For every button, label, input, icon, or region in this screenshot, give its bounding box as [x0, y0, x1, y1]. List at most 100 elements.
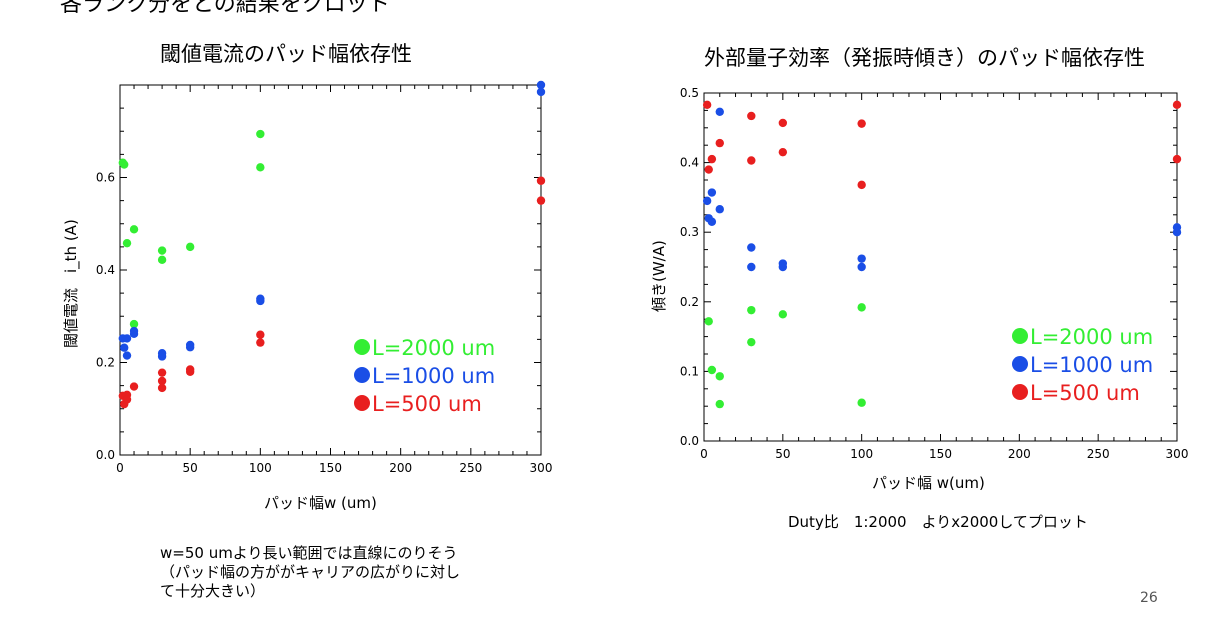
y-axis-label-efficiency: 傾き(W/A)	[650, 240, 668, 312]
data-point-3	[256, 330, 265, 339]
data-point-1	[120, 160, 129, 169]
data-point-2	[120, 343, 129, 352]
data-point-2	[778, 262, 788, 272]
data-point-3	[715, 138, 724, 148]
data-point-2	[256, 296, 265, 306]
x-tick-label: 0	[116, 461, 124, 475]
legend-marker-1	[1012, 328, 1028, 344]
data-point-2	[707, 217, 717, 226]
slide-top-fragment: 各ランク分をとの結果をクロット	[60, 0, 390, 17]
data-point-1	[778, 310, 788, 319]
data-point-3	[1172, 100, 1182, 110]
data-point-2	[536, 87, 546, 97]
x-axis-label-threshold: パッド幅w (um)	[264, 494, 377, 512]
x-axis-label-efficiency: パッド幅 w(um)	[872, 474, 985, 492]
data-point-3	[185, 367, 195, 376]
data-point-1	[129, 225, 139, 234]
data-point-1	[256, 163, 265, 172]
data-point-1	[129, 319, 139, 329]
data-point-3	[778, 147, 788, 157]
y-axis-label-threshold: 閾値電流 i_th (A)	[62, 219, 80, 348]
y-tick-label: 0.1	[680, 364, 699, 378]
y-tick-label: 0.6	[96, 171, 115, 185]
data-point-2	[1172, 228, 1182, 237]
y-tick-label: 0.4	[96, 263, 115, 277]
x-tick-label: 150	[319, 461, 342, 475]
x-tick-label: 0	[700, 447, 708, 461]
y-tick-label: 0.0	[96, 448, 115, 462]
data-point-2	[122, 334, 132, 343]
data-point-2	[857, 262, 866, 272]
data-point-1	[122, 238, 132, 248]
x-tick-label: 100	[850, 447, 873, 461]
data-point-3	[157, 376, 167, 386]
data-point-1	[715, 399, 724, 409]
data-point-3	[157, 383, 167, 393]
data-point-3	[157, 368, 167, 377]
y-tick-label: 0.5	[680, 86, 699, 100]
y-tick-label: 0.2	[680, 295, 699, 309]
x-tick-label: 200	[389, 461, 412, 475]
data-point-2	[715, 205, 724, 214]
y-tick-label: 0.2	[96, 356, 115, 370]
data-point-1	[704, 317, 713, 326]
data-point-1	[857, 303, 866, 312]
data-point-3	[704, 165, 713, 174]
legend-label-2: L=1000 um	[1030, 353, 1153, 377]
data-point-2	[157, 352, 167, 361]
data-point-3	[778, 118, 788, 128]
legend-marker-2	[1012, 356, 1028, 372]
note-right: Duty比 1:2000 よりx2000してプロット	[788, 513, 1088, 531]
data-point-2	[122, 351, 132, 360]
x-tick-label: 100	[249, 461, 272, 475]
data-point-3	[702, 100, 712, 110]
data-point-2	[715, 107, 724, 116]
legend-label-1: L=2000 um	[1030, 325, 1153, 349]
x-tick-label: 50	[183, 461, 198, 475]
legend-marker-1	[354, 339, 370, 355]
data-point-3	[256, 338, 265, 347]
chart-title-threshold: 閾値電流のパッド幅依存性	[160, 42, 412, 66]
data-point-2	[747, 243, 756, 252]
x-tick-label: 250	[1087, 447, 1110, 461]
data-point-3	[747, 156, 756, 165]
chart-external-efficiency: 0 50 100 150 200 250 300 0.0 0.1 0.2 0.3 0.4 0.5 L=20…	[680, 86, 1189, 461]
data-point-3	[1172, 154, 1182, 164]
page-number: 26	[1140, 590, 1158, 606]
data-point-1	[747, 337, 756, 347]
note-left-line-2: （パッド幅の方ががキャリアの広がりに対し	[160, 563, 461, 581]
legend-marker-3	[354, 395, 370, 411]
data-point-2	[185, 343, 195, 352]
data-point-3	[747, 111, 756, 121]
data-point-3	[122, 395, 132, 404]
legend-marker-3	[1012, 384, 1028, 400]
chart-title-efficiency: 外部量子効率（発振時傾き）のパッド幅依存性	[704, 46, 1145, 70]
note-left: w=50 umより長い範囲では直線にのりそう （パッド幅の方ががキャリアの広がり…	[160, 544, 460, 601]
data-point-2	[747, 262, 756, 272]
y-tick-label: 0.4	[680, 156, 699, 170]
x-tick-label: 300	[1166, 447, 1189, 461]
plot-area-efficiency: 0 50 100 150 200 250 300 0.0 0.1 0.2 0.3 0.4 0.5 L=20…	[680, 86, 1189, 461]
legend-label-1: L=2000 um	[372, 336, 495, 360]
x-tick-label: 150	[929, 447, 952, 461]
x-tick-label: 50	[775, 447, 790, 461]
x-tick-label: 300	[530, 461, 553, 475]
data-point-1	[256, 129, 265, 139]
data-point-2	[707, 188, 717, 197]
y-tick-label: 0.0	[680, 434, 699, 448]
data-point-2	[536, 80, 546, 90]
data-point-1	[747, 305, 756, 315]
note-left-line-1: w=50 umより長い範囲では直線にのりそう	[160, 544, 458, 562]
legend-label-3: L=500 um	[372, 392, 482, 416]
note-left-line-3: て十分大きい）	[160, 582, 266, 600]
data-point-3	[857, 119, 866, 128]
x-tick-label: 200	[1008, 447, 1031, 461]
data-point-3	[536, 176, 546, 185]
plot-area-threshold: 0 50 100 150 200 250 300 0.0 0.2 0.4 0.6 L=2000 um L…	[96, 80, 553, 475]
x-tick-label: 250	[459, 461, 482, 475]
data-point-3	[707, 154, 717, 164]
data-point-1	[157, 246, 167, 255]
legend-label-2: L=1000 um	[372, 364, 495, 388]
y-tick-label: 0.3	[680, 225, 699, 239]
data-point-1	[157, 255, 167, 265]
